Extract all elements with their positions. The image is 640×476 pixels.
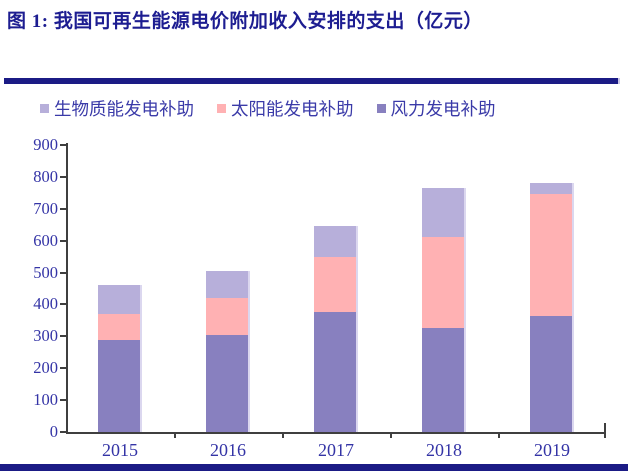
bar-segment <box>530 194 574 316</box>
x-axis-tick <box>174 432 176 438</box>
bar-segment <box>314 312 358 432</box>
legend-swatch-icon <box>376 104 386 113</box>
x-axis-category-label: 2016 <box>210 440 246 460</box>
y-axis-tick-label: 200 <box>33 358 58 378</box>
y-axis-tick <box>60 175 66 178</box>
legend-swatch-icon <box>40 104 49 113</box>
y-axis <box>66 143 68 434</box>
legend-swatch-icon <box>217 104 226 113</box>
x-axis-category-label: 2018 <box>426 440 462 460</box>
y-axis-tick <box>60 335 66 338</box>
legend-label: 太阳能发电补助 <box>231 99 354 119</box>
y-axis-tick-label: 800 <box>33 166 58 186</box>
y-axis-tick <box>60 207 66 210</box>
y-axis-tick <box>60 239 66 242</box>
bar-segment <box>530 315 574 432</box>
bar-segment <box>422 237 466 329</box>
bar-segment <box>422 188 466 238</box>
y-axis-tick-label: 900 <box>33 135 58 154</box>
bar-segment <box>98 339 142 432</box>
x-axis-tick <box>282 432 284 438</box>
y-axis-tick-label: 600 <box>33 230 58 250</box>
bar-segment <box>530 183 574 195</box>
y-axis-tick-label: 500 <box>33 262 58 282</box>
y-axis-tick-label: 700 <box>33 198 58 218</box>
figure-title: 图 1: 我国可再生能源电价附加收入安排的支出（亿元） <box>7 11 483 32</box>
bar-segment <box>98 314 142 340</box>
top-divider <box>4 78 620 84</box>
bar-segment <box>98 285 142 314</box>
y-axis-tick-label: 400 <box>33 294 58 314</box>
x-axis-category-label: 2019 <box>534 440 570 460</box>
y-axis-tick-label: 100 <box>33 390 58 410</box>
legend-item: 太阳能发电补助 <box>217 96 354 121</box>
x-axis <box>66 432 606 434</box>
y-axis-tick <box>60 367 66 370</box>
x-axis-tick <box>498 432 500 438</box>
legend-label: 生物质能发电补助 <box>54 99 194 119</box>
y-axis-tick <box>60 431 66 433</box>
x-axis-tick <box>604 432 606 438</box>
y-axis-tick-label: 300 <box>33 326 58 346</box>
bar-segment <box>314 256 358 313</box>
y-axis-tick <box>60 144 66 146</box>
bar-segment <box>422 328 466 432</box>
x-axis-category-label: 2017 <box>318 440 354 460</box>
bar-segment <box>206 334 250 432</box>
bar-segment <box>314 226 358 257</box>
y-axis-tick-label: 0 <box>49 422 58 441</box>
bar-segment <box>206 270 250 299</box>
legend-item: 风力发电补助 <box>376 96 496 121</box>
bar-segment <box>206 298 250 335</box>
x-axis-end-tick <box>604 423 606 432</box>
chart-legend: 生物质能发电补助 太阳能发电补助 风力发电补助 <box>40 96 496 121</box>
bottom-divider <box>0 464 628 471</box>
x-axis-tick <box>390 432 392 438</box>
legend-label: 风力发电补助 <box>390 99 496 119</box>
y-axis-tick <box>60 271 66 274</box>
y-axis-tick <box>60 303 66 306</box>
x-axis-category-label: 2015 <box>102 440 138 460</box>
legend-item: 生物质能发电补助 <box>40 96 194 121</box>
y-axis-tick <box>60 399 66 402</box>
